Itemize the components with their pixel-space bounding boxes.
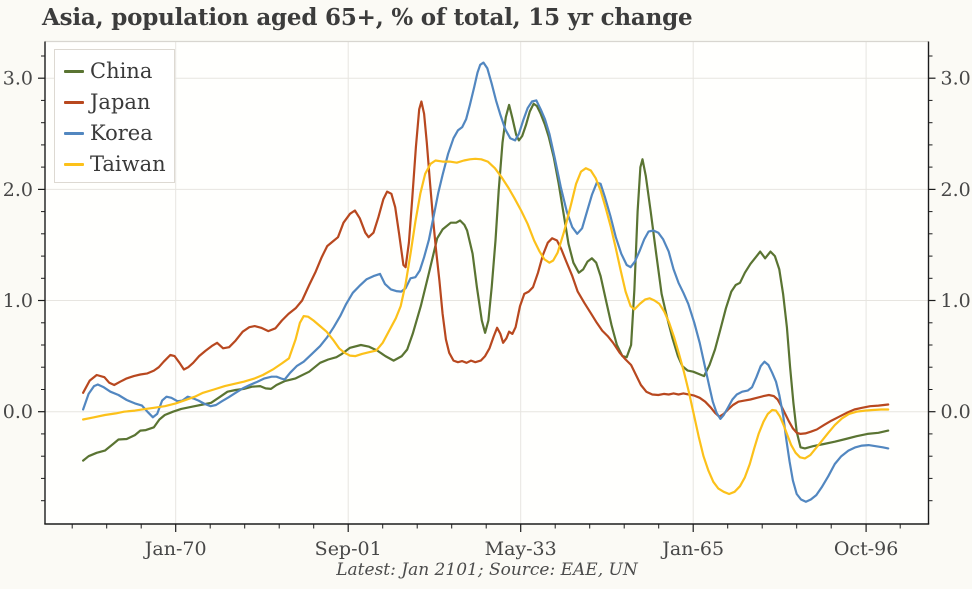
x-tick-label: Jan-70: [143, 538, 207, 560]
chart-title: Asia, population aged 65+, % of total, 1…: [42, 4, 693, 31]
legend-item-taiwan: Taiwan: [55, 149, 174, 180]
source-caption: Latest: Jan 2101; Source: EAE, UN: [336, 560, 638, 580]
gridlines: [45, 41, 929, 524]
y-tick-label-right: 2.0: [941, 179, 971, 201]
y-tick-label-left: 1.0: [3, 290, 33, 312]
y-tick-label-right: 0.0: [941, 401, 971, 423]
legend-label: Taiwan: [90, 152, 166, 176]
legend-label: Korea: [90, 121, 153, 145]
y-tick-label-right: 3.0: [941, 68, 971, 90]
y-tick-label-left: 2.0: [3, 179, 33, 201]
axis-tick-labels: Jan-70 Sep-01 May-33 Jan-65 Oct-96 0.0 0.0 1.0 1…: [3, 68, 971, 560]
series-line-japan: [82, 100, 890, 435]
legend-item-japan: Japan: [55, 87, 174, 118]
series-line-taiwan: [82, 157, 890, 496]
legend-item-china: China: [55, 56, 174, 87]
series-lines: [82, 61, 890, 503]
series-line-korea: [82, 61, 890, 503]
y-tick-label-left: 3.0: [3, 68, 33, 90]
legend-label: Japan: [90, 90, 151, 114]
legend-swatch-korea-icon: [64, 132, 84, 135]
legend-swatch-taiwan-icon: [64, 163, 84, 166]
axis-ticks: [38, 55, 936, 532]
x-tick-label: Jan-65: [660, 538, 724, 560]
legend-item-korea: Korea: [55, 118, 174, 149]
x-tick-label: Oct-96: [834, 538, 898, 560]
legend-swatch-japan-icon: [64, 101, 84, 104]
x-tick-label: May-33: [485, 538, 557, 560]
legend-swatch-china-icon: [64, 70, 84, 73]
axis-spines: [44, 41, 930, 525]
legend: China Japan Korea Taiwan: [54, 49, 175, 183]
series-line-china: [82, 102, 890, 462]
legend-label: China: [90, 59, 153, 83]
x-tick-label: Sep-01: [315, 538, 382, 560]
y-tick-label-right: 1.0: [941, 290, 971, 312]
y-tick-label-left: 0.0: [3, 401, 33, 423]
